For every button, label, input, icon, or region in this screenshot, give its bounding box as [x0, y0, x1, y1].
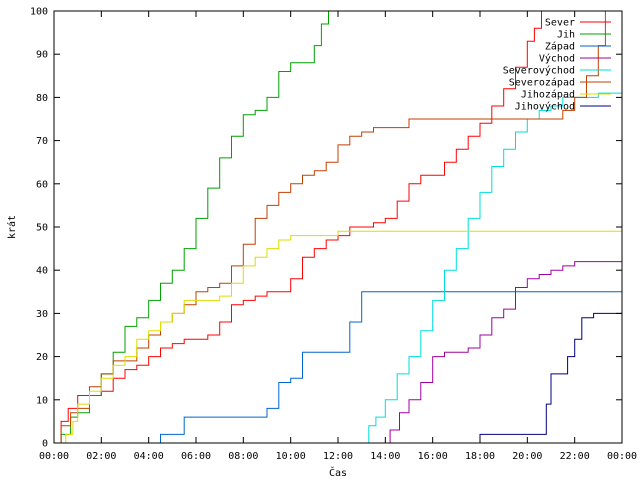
x-tick-label: 00:00	[39, 451, 69, 462]
legend-label: Severozápad	[509, 77, 575, 89]
series-line-0	[54, 11, 542, 443]
x-tick-label: 06:00	[181, 451, 211, 462]
x-tick-label: 08:00	[228, 451, 258, 462]
x-tick-label: 12:00	[323, 451, 353, 462]
y-tick-label: 60	[36, 179, 48, 190]
y-tick-label: 50	[36, 223, 48, 234]
y-tick-label: 80	[36, 93, 48, 104]
series-line-6	[54, 230, 622, 443]
legend-label: Jihovýchod	[515, 101, 575, 113]
x-tick-label: 20:00	[512, 451, 542, 462]
x-tick-label: 10:00	[276, 451, 306, 462]
legend: SeverJihZápadVýchodSeverovýchodSeverozáp…	[503, 18, 611, 113]
x-tick-label: 02:00	[86, 451, 116, 462]
y-tick-label: 20	[36, 352, 48, 363]
x-tick-label: 22:00	[560, 451, 590, 462]
legend-label: Sever	[545, 18, 575, 29]
legend-label: Východ	[539, 53, 575, 65]
series-line-3	[380, 261, 622, 443]
series-line-2	[54, 291, 622, 443]
x-tick-label: 18:00	[465, 451, 495, 462]
y-tick-label: 90	[36, 50, 48, 61]
series-line-7	[475, 312, 622, 443]
axis-ticks: 0 10 20 30 40 50 60 70 80 90 100 00:00 02:00 04:00 06:…	[30, 7, 637, 463]
series-line-5	[54, 11, 606, 443]
x-axis-label: Čas	[329, 466, 347, 479]
y-tick-label: 100	[30, 7, 48, 18]
x-tick-label: 04:00	[134, 451, 164, 462]
y-tick-label: 70	[36, 136, 48, 147]
x-tick-label: 14:00	[370, 451, 400, 462]
x-tick-label: 00:00	[607, 451, 637, 462]
y-tick-label: 40	[36, 266, 48, 277]
series-line-1	[54, 11, 329, 443]
legend-label: Západ	[545, 41, 575, 53]
y-tick-label: 10	[36, 395, 48, 406]
series-line-4	[361, 92, 622, 443]
legend-label: Jih	[557, 30, 575, 41]
series-lines	[54, 11, 622, 443]
y-tick-label: 30	[36, 309, 48, 320]
x-tick-label: 16:00	[418, 451, 448, 462]
y-axis-label: krát	[6, 215, 18, 239]
y-tick-label: 0	[42, 439, 48, 450]
legend-label: Severovýchod	[503, 65, 575, 77]
legend-label: Jihozápad	[521, 89, 575, 101]
